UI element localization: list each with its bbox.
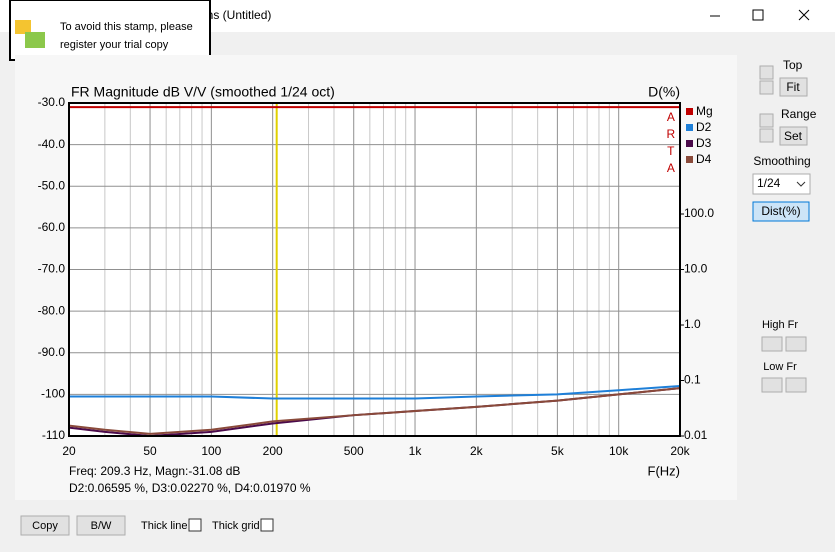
select-value: 1/24 xyxy=(757,176,781,190)
x-tick-label: 100 xyxy=(201,444,221,458)
label: Range xyxy=(781,107,817,121)
y-tick-label: -110 xyxy=(42,428,65,442)
down-button[interactable] xyxy=(759,128,774,143)
readout: Freq: 209.3 Hz, Magn:-31.08 dB xyxy=(69,464,240,478)
close[interactable] xyxy=(798,9,810,21)
button-label: Dist(%) xyxy=(761,204,800,218)
x-tick-label: 2k xyxy=(470,444,484,458)
y-tick-label: -90.0 xyxy=(38,345,66,359)
legend-swatch xyxy=(686,124,693,131)
dist-button[interactable] xyxy=(752,201,810,222)
x-tick-label: 500 xyxy=(344,444,364,458)
readout: D2:0.06595 %, D3:0.02270 %, D4:0.01970 % xyxy=(69,481,311,495)
y2-tick-label: 100.0 xyxy=(684,206,714,220)
y-tick-label: -60.0 xyxy=(38,220,66,234)
bw-button[interactable] xyxy=(76,515,126,536)
x-tick-label: 20k xyxy=(670,444,690,458)
bottom-bg xyxy=(0,505,835,552)
legend-label: D3 xyxy=(696,136,712,150)
x-tick-label: 20 xyxy=(62,444,76,458)
checkbox-label: Thick grid xyxy=(212,520,260,532)
x-tick-label: 5k xyxy=(551,444,565,458)
right-button[interactable] xyxy=(785,377,807,393)
x-tick-label: 200 xyxy=(263,444,283,458)
label: Low Fr xyxy=(763,361,797,373)
copy-button[interactable] xyxy=(20,515,70,536)
right-button[interactable] xyxy=(785,336,807,352)
label: Top xyxy=(783,58,803,72)
legend-swatch xyxy=(686,108,693,115)
legend-swatch xyxy=(686,140,693,147)
stamp-icon xyxy=(25,32,45,48)
bottom-bar: Copy B/W Thick line Thick grid xyxy=(0,505,835,552)
legend-label: D2 xyxy=(696,120,712,134)
y2-tick-label: 10.0 xyxy=(684,262,708,276)
stamp xyxy=(9,0,211,61)
series-line xyxy=(69,385,681,400)
side-panel: Top Fit Range Set Smoothing 1/24 Dist(%)… xyxy=(752,58,817,393)
checkbox[interactable] xyxy=(188,518,202,532)
fit-button[interactable] xyxy=(779,77,808,97)
dropdown-arrow xyxy=(796,181,806,187)
y-tick-label: -50.0 xyxy=(38,178,66,192)
button-label: Fit xyxy=(786,80,800,94)
y2-tick-label: 0.1 xyxy=(684,373,701,387)
y2-label: D(%) xyxy=(648,84,680,100)
chart-title: FR Magnitude dB V/V (smoothed 1/24 oct) xyxy=(71,84,335,100)
legend-label: D4 xyxy=(696,152,712,166)
window-title: ons (Untitled) xyxy=(200,8,271,22)
up-button[interactable] xyxy=(759,65,774,80)
checkbox-label: Thick line xyxy=(141,520,187,532)
left-button[interactable] xyxy=(761,377,783,393)
maximize[interactable] xyxy=(752,9,764,21)
y2-tick-label: 0.01 xyxy=(684,428,708,442)
stamp-text: To avoid this stamp, please xyxy=(60,21,193,33)
down-button[interactable] xyxy=(759,80,774,95)
y-tick-label: -70.0 xyxy=(38,262,66,276)
x-label: F(Hz) xyxy=(648,463,681,478)
legend-swatch xyxy=(686,156,693,163)
up-button[interactable] xyxy=(759,113,774,128)
button-label: Set xyxy=(784,129,803,143)
stamp-icon xyxy=(15,20,31,34)
y-tick-label: -30.0 xyxy=(38,95,66,109)
y-tick-label: -40.0 xyxy=(38,137,66,151)
button-label: Copy xyxy=(32,520,58,532)
label: Smoothing xyxy=(753,154,810,168)
left-button[interactable] xyxy=(761,336,783,352)
x-tick-label: 50 xyxy=(143,444,157,458)
y-tick-label: -80.0 xyxy=(38,303,66,317)
smoothing-select[interactable] xyxy=(752,173,811,195)
x-tick-label: 10k xyxy=(609,444,629,458)
checkbox[interactable] xyxy=(260,518,274,532)
y2-tick-label: 1.0 xyxy=(684,317,701,331)
x-tick-label: 1k xyxy=(409,444,423,458)
series-line xyxy=(68,387,681,435)
set-button[interactable] xyxy=(779,126,808,146)
watermark: ARTA xyxy=(664,110,678,178)
plot-frame xyxy=(68,102,681,437)
y-tick-label: -100 xyxy=(41,387,65,401)
label: High Fr xyxy=(762,319,798,331)
stamp-text: register your trial copy xyxy=(60,39,169,51)
button-label: B/W xyxy=(91,520,112,532)
legend-label: Mg xyxy=(696,104,713,118)
